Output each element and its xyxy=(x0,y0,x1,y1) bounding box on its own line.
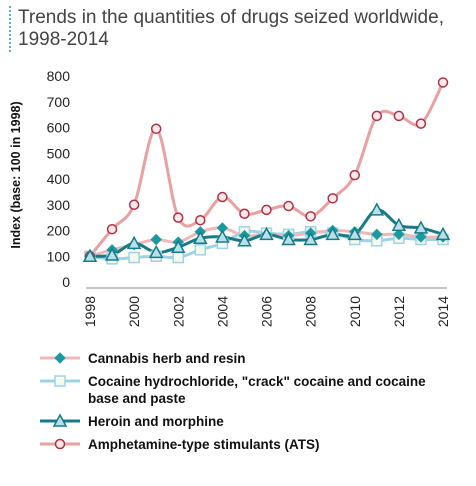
legend-item-heroin: Heroin and morphine xyxy=(38,413,458,430)
data-point-heroin xyxy=(126,235,142,250)
data-point-ats xyxy=(437,77,449,88)
y-tick-label: 500 xyxy=(47,145,71,161)
data-point-heroin xyxy=(303,231,318,246)
x-tick-label: 2014 xyxy=(435,296,451,327)
data-point-heroin xyxy=(325,226,340,241)
chart-series-markers xyxy=(82,77,451,265)
x-tick-label: 2008 xyxy=(303,296,319,327)
x-tick-label: 2002 xyxy=(170,296,186,327)
data-point-ats xyxy=(261,204,272,216)
data-point-heroin xyxy=(281,231,296,246)
legend-item-cannabis: Cannabis herb and resin xyxy=(38,350,458,367)
data-point-heroin xyxy=(82,248,98,262)
x-tick-label: 2012 xyxy=(391,296,407,327)
x-tick-label: 2000 xyxy=(126,296,142,327)
legend-label-heroin: Heroin and morphine xyxy=(88,414,224,429)
data-point-ats xyxy=(195,214,206,226)
data-point-ats xyxy=(128,199,140,210)
data-point-ats xyxy=(371,110,383,122)
data-point-ats xyxy=(173,212,184,223)
y-tick-label: 300 xyxy=(47,197,71,213)
data-point-cannabis xyxy=(415,231,427,243)
legend-item-ats: Amphetamine-type stimulants (ATS) xyxy=(38,436,458,453)
data-point-ats xyxy=(349,169,360,181)
data-point-ats xyxy=(305,211,316,222)
y-tick-label: 100 xyxy=(47,248,71,264)
y-tick-label: 400 xyxy=(47,171,71,187)
x-tick-label: 2006 xyxy=(259,296,275,327)
legend-swatch-heroin xyxy=(40,413,80,427)
data-point-cannabis xyxy=(150,233,162,246)
legend-swatch-ats xyxy=(40,438,80,450)
legend-label-cannabis: Cannabis herb and resin xyxy=(88,351,246,366)
data-point-ats xyxy=(106,223,118,235)
legend-label-cocaine: Cocaine hydrochloride, "crack" cocaine a… xyxy=(88,374,426,406)
legend-label-ats: Amphetamine-type stimulants (ATS) xyxy=(88,437,320,452)
y-tick-label: 600 xyxy=(47,120,71,136)
data-point-heroin xyxy=(193,230,208,244)
line-chart: 0 100 200 300 400 500 600 700 800 1998 2000 2002 200… xyxy=(9,68,451,327)
y-axis-label: Index (base: 100 in 1998) xyxy=(9,101,23,248)
data-point-cocaine xyxy=(172,251,184,264)
chart-legend: Cannabis herb and resin Cocaine hydrochl… xyxy=(38,350,458,459)
data-point-heroin xyxy=(104,247,120,261)
x-tick-label: 2004 xyxy=(214,296,230,327)
data-point-heroin xyxy=(170,239,186,253)
chart-title-line-2: 1998-2014 xyxy=(18,29,109,50)
legend-swatch-cocaine xyxy=(40,375,80,387)
chart-axes: 0 100 200 300 400 500 600 700 800 1998 2000 2002 200… xyxy=(47,68,451,327)
y-tick-label: 800 xyxy=(47,68,71,84)
data-point-cannabis xyxy=(371,228,383,241)
data-point-ats xyxy=(283,200,294,212)
data-point-heroin xyxy=(369,202,385,216)
data-point-heroin xyxy=(215,229,230,243)
data-point-heroin xyxy=(148,244,164,259)
chart-title: Trends in the quantities of drugs seized… xyxy=(18,7,458,51)
x-tick-label: 1998 xyxy=(82,296,98,327)
legend-item-cocaine: Cocaine hydrochloride, "crack" cocaine a… xyxy=(38,373,458,407)
data-point-ats xyxy=(393,110,405,122)
title-accent-bar xyxy=(9,6,13,52)
data-point-ats xyxy=(150,123,162,135)
legend-swatch-cannabis xyxy=(40,352,80,364)
data-point-heroin xyxy=(391,217,407,232)
data-point-ats xyxy=(415,118,427,129)
data-point-heroin xyxy=(413,220,429,234)
y-tick-label: 0 xyxy=(62,274,70,290)
data-point-cocaine xyxy=(194,244,207,256)
data-point-heroin xyxy=(259,226,274,241)
data-point-heroin xyxy=(347,226,363,241)
x-tick-label: 2010 xyxy=(347,296,363,327)
data-point-ats xyxy=(217,191,228,203)
data-point-cocaine xyxy=(128,251,140,264)
chart-title-line-1: Trends in the quantities of drugs seized… xyxy=(18,7,444,28)
data-point-ats xyxy=(327,193,338,204)
y-tick-label: 200 xyxy=(47,223,71,239)
data-point-heroin xyxy=(435,226,451,241)
y-tick-label: 700 xyxy=(47,94,71,110)
data-point-heroin xyxy=(237,233,252,247)
data-point-ats xyxy=(239,208,250,220)
data-point-cannabis xyxy=(393,228,405,241)
